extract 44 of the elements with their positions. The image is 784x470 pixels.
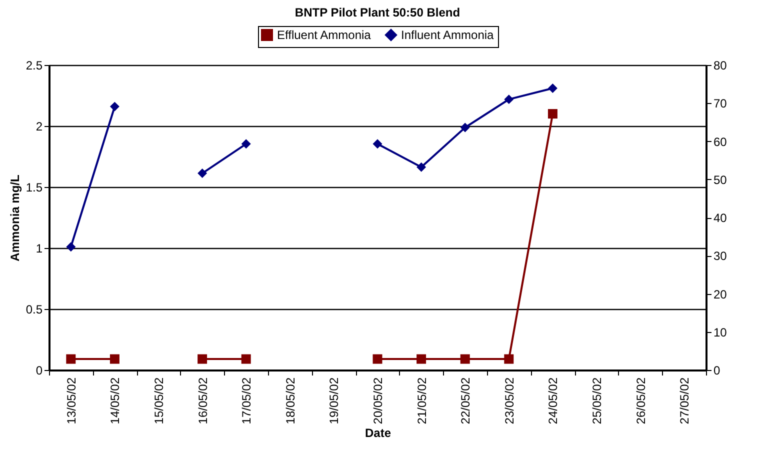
y2-tick-label: 50: [714, 172, 728, 187]
point: [372, 139, 382, 149]
x-tick-label: 16/05/02: [196, 377, 210, 424]
x-tick-label: 24/05/02: [546, 377, 560, 424]
point: [548, 84, 558, 93]
x-tick-label: 14/05/02: [108, 377, 122, 424]
y2-tick-label: 80: [714, 58, 728, 72]
x-tick-label: 26/05/02: [634, 377, 648, 424]
y2-tick-label: 20: [714, 287, 728, 302]
x-axis-title: Date: [364, 426, 392, 440]
y-tick-label: 2.5: [26, 58, 43, 72]
y2-tick-label: 10: [714, 325, 728, 340]
x-tick-label: 17/05/02: [240, 377, 254, 424]
point: [460, 122, 470, 132]
y2-tick-label: 30: [714, 249, 728, 264]
point: [198, 168, 208, 178]
point: [241, 139, 251, 149]
y-axis-title: Ammonia mg/L: [8, 174, 22, 262]
y2-tick-label: 70: [714, 96, 728, 111]
point: [66, 242, 76, 252]
x-tick-label: 20/05/02: [371, 377, 385, 424]
x-tick-label: 27/05/02: [678, 377, 692, 424]
x-tick-label: 21/05/02: [414, 377, 429, 424]
y2-tick-label: 60: [714, 134, 728, 149]
y2-tick-label: 40: [714, 211, 728, 225]
x-tick-label: 22/05/02: [458, 377, 473, 424]
point: [110, 102, 120, 112]
point: [504, 94, 514, 104]
y-tick-label: 2: [36, 120, 43, 134]
x-tick-label: 23/05/02: [502, 377, 516, 424]
x-tick-label: 19/05/02: [327, 377, 342, 424]
y-tick-label: 1.5: [26, 180, 43, 194]
point: [416, 162, 426, 172]
x-tick-label: 13/05/02: [64, 377, 78, 424]
chart-title: BNTP Pilot Plant 50:50 Blend: [294, 6, 460, 20]
x-tick-label: 25/05/02: [590, 377, 604, 424]
y-tick-label: 0: [36, 364, 43, 378]
legend-label: Effluent Ammonia: [277, 28, 372, 42]
y2-tick-label: 0: [714, 364, 720, 378]
x-tick-label: 18/05/02: [283, 377, 298, 424]
y-tick-label: 1: [36, 242, 43, 256]
legend-label: Influent Ammonia: [401, 28, 494, 42]
x-tick-label: 15/05/02: [152, 377, 166, 424]
y-tick-label: 0.5: [26, 302, 43, 316]
